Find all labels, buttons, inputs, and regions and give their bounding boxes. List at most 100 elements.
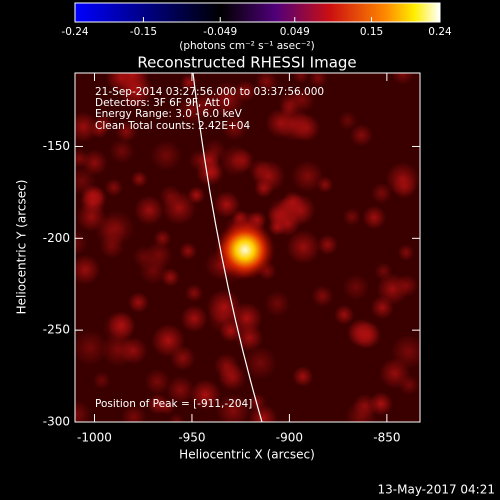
heatmap-texture (385, 162, 420, 196)
colorbar-tick-label: 0.15 (360, 26, 383, 38)
heatmap-texture (264, 290, 291, 317)
heatmap-texture (311, 285, 334, 307)
footer-date: 13-May-2017 04:21 (378, 483, 495, 497)
x-axis-label: Heliocentric X (arcsec) (179, 448, 315, 462)
heatmap-texture (243, 346, 277, 380)
heatmap-texture (189, 379, 221, 411)
heatmap-texture (207, 301, 239, 334)
heatmap-texture (252, 159, 285, 193)
heatmap-texture (109, 138, 135, 164)
heatmap-texture (90, 120, 109, 139)
heatmap-texture (334, 304, 355, 325)
heatmap-texture (75, 400, 91, 422)
annotation: 21-Sep-2014 03:27:56.000 to 03:37:56.000 (95, 86, 324, 98)
heatmap-texture (277, 194, 311, 228)
heatmap-texture (104, 178, 123, 197)
heatmap-texture (177, 94, 208, 125)
heatmap-texture (130, 170, 148, 188)
heatmap-texture (153, 229, 172, 248)
x-tick-label: -850 (373, 431, 400, 445)
heatmap-texture (362, 205, 387, 230)
heatmap-texture (105, 73, 137, 93)
heatmap-texture (144, 368, 171, 395)
y-axis-label: Heliocentric Y (arcsec) (15, 180, 29, 315)
heatmap-texture (161, 190, 197, 225)
heatmap-texture (391, 73, 414, 85)
heatmap-texture (221, 114, 248, 141)
y-tick-label: -150 (43, 139, 70, 153)
heatmap-texture (217, 362, 243, 387)
heatmap-texture (398, 374, 420, 396)
y-tick-label: -250 (43, 323, 70, 337)
heatmap-texture (213, 191, 241, 219)
annotation: Clean Total counts: 2.42E+04 (95, 120, 250, 132)
heatmap-texture (92, 371, 111, 390)
heatmap-texture (180, 305, 208, 333)
heatmap-texture (121, 404, 147, 422)
heatmap-texture (317, 234, 338, 256)
heatmap-texture (370, 182, 392, 204)
heatmap-texture (219, 144, 252, 177)
heatmap-texture (235, 323, 264, 352)
annotation: Energy Range: 3.0 - 6.0 keV (95, 108, 243, 120)
heatmap-texture (168, 413, 185, 422)
colorbar-tick-label: -0.15 (130, 26, 157, 38)
heatmap-texture (292, 366, 314, 387)
heatmap-texture (338, 111, 358, 131)
colorbar-tick-label: 0.049 (280, 26, 310, 38)
heatmap-texture (115, 120, 137, 143)
heatmap-texture (308, 73, 328, 88)
plot-frame (74, 72, 421, 423)
heatmap-texture (166, 375, 195, 404)
solar-limb (192, 73, 263, 422)
heatmap-texture (81, 149, 108, 176)
colorbar-label: (photons cm⁻² s⁻¹ asec⁻²) (179, 40, 314, 52)
heatmap-texture (349, 123, 373, 147)
colorbar-tick-label: 0.24 (428, 26, 452, 38)
chart-title: Reconstructed RHESSI Image (137, 54, 356, 72)
heatmap-texture (95, 215, 127, 247)
heatmap-texture (107, 311, 136, 340)
colorbar (74, 2, 441, 23)
heatmap-texture (185, 284, 203, 302)
heatmap-source (215, 220, 275, 280)
heatmap-source (196, 158, 224, 186)
heatmap-texture (179, 242, 197, 260)
heatmap-texture (286, 230, 321, 265)
heatmap-texture (75, 254, 101, 285)
peak-label: Position of Peak = [-911,-204] (95, 398, 252, 410)
x-tick-label: -1000 (77, 431, 112, 445)
heatmap-texture (150, 140, 182, 172)
x-tick-label: -900 (276, 431, 303, 445)
heatmap-texture (342, 273, 370, 301)
x-tick-label: -950 (178, 431, 205, 445)
heatmap-texture (395, 274, 419, 297)
heatmap-texture (343, 207, 361, 226)
heatmap-texture (370, 295, 394, 320)
heatmap-texture (248, 393, 267, 412)
heatmap-texture (216, 393, 251, 422)
heatmap-texture (348, 318, 379, 349)
heatmap-texture (255, 73, 278, 93)
heatmap-texture (75, 329, 108, 366)
heatmap-texture (292, 73, 309, 84)
heatmap-texture (134, 195, 165, 226)
heatmap-texture (170, 345, 196, 371)
heatmap-texture (352, 393, 377, 418)
annotation: Detectors: 3F 6F 9F, Att 0 (95, 97, 230, 109)
heatmap-texture (119, 337, 148, 365)
heatmap-texture (291, 160, 324, 193)
heatmap (75, 73, 420, 422)
heatmap-texture (139, 256, 168, 285)
heatmap-texture (276, 106, 311, 142)
colorbar-tick-label: -0.24 (61, 26, 88, 38)
y-tick-label: -200 (43, 231, 70, 245)
heatmap-texture (147, 393, 169, 415)
colorbar-tick-label: -0.049 (203, 26, 237, 38)
heatmap-texture (397, 244, 415, 261)
heatmap-texture (75, 230, 88, 256)
heatmap-texture (128, 292, 149, 313)
heatmap-texture (390, 334, 420, 370)
y-tick-label: -300 (43, 415, 70, 429)
